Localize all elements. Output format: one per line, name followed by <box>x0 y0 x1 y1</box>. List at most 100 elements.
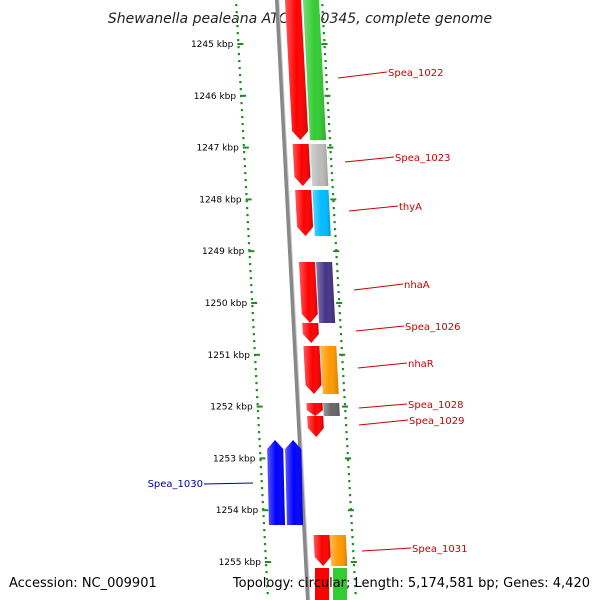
left-tick-ring-dot <box>239 81 242 84</box>
scale-ticks: 1245 kbp 1246 kbp 1247 kbp 1248 kbp 1249 kbp… <box>191 40 357 568</box>
gene-label-nhaa: nhaA <box>404 280 430 291</box>
left-tick-ring-dot <box>241 116 244 119</box>
right-tick-ring-dot <box>324 67 327 70</box>
accession-label: Accession: NC_009901 <box>9 576 157 591</box>
left-tick-ring-dot <box>257 431 261 434</box>
right-tick-ring-dot <box>331 179 334 182</box>
left-tick-ring-dot <box>259 452 262 455</box>
left-tick-ring-dot <box>242 137 245 140</box>
right-tick-ring-dot <box>343 389 346 392</box>
gene-arrow-nhaa-shade <box>298 262 318 323</box>
right-tick-ring-dot <box>327 109 330 112</box>
right-tick-ring-dot <box>354 592 357 595</box>
gene-arrow-nhar-shade <box>303 346 322 394</box>
gene-arrow-spea_1022-shade <box>285 0 308 140</box>
left-tick-ring-dot <box>263 536 266 539</box>
right-tick-ring-dot <box>353 571 356 574</box>
right-tick-ring-dot <box>328 137 331 140</box>
right-tick-ring-dot <box>343 403 347 406</box>
tick-label: 1246 kbp <box>194 92 237 102</box>
gene-label-spea_1023: Spea_1023 <box>395 153 450 164</box>
left-tick-ring-dot <box>262 515 265 518</box>
left-tick-ring-dot <box>237 53 241 56</box>
left-tick-ring-dot <box>265 564 268 567</box>
left-tick-ring-dot <box>235 4 238 7</box>
right-tick-ring-dot <box>346 452 349 455</box>
left-tick-ring-dot <box>238 67 241 70</box>
right-tick-ring-dot <box>333 221 336 224</box>
left-tick-ring-dot <box>263 543 267 546</box>
left-tick-ring-dot <box>265 578 269 581</box>
left-tick-ring-dot <box>255 389 258 392</box>
label-leader-line <box>344 156 395 163</box>
left-tick-ring-dot <box>257 424 260 427</box>
left-tick-ring-dot <box>243 165 246 168</box>
left-tick-ring-dot <box>255 375 258 378</box>
gene-label-spea_1026: Spea_1026 <box>405 322 460 333</box>
right-tick-ring-dot <box>337 291 340 294</box>
left-tick-ring-dot <box>237 39 240 42</box>
gene-label-thya: thyA <box>399 202 422 213</box>
left-tick-ring-dot <box>253 347 256 350</box>
left-tick-ring-dot <box>255 382 258 385</box>
right-tick-ring-dot <box>324 53 327 56</box>
topology-info: Topology: circular; Length: 5,174,581 bp… <box>232 576 590 591</box>
left-tick-ring-dot <box>257 417 260 420</box>
right-tick-ring-dot <box>331 193 335 196</box>
left-tick-ring-dot <box>251 312 254 315</box>
right-tick-ring-dot <box>335 256 338 259</box>
left-tick-ring-dot <box>258 445 261 448</box>
right-tick-ring-dot <box>347 473 351 476</box>
right-tick-ring-dot <box>323 46 326 49</box>
left-tick-ring-dot <box>242 144 245 147</box>
right-tick-ring-dot <box>324 60 327 63</box>
left-tick-ring-dot <box>266 585 269 588</box>
right-tick-ring-dot <box>334 242 337 245</box>
gene-label-spea_1028: Spea_1028 <box>408 400 463 411</box>
right-tick-ring-dot <box>332 207 335 210</box>
right-tick-ring-dot <box>354 585 357 588</box>
right-tick-ring-dot <box>346 445 349 448</box>
right-tick-ring-dot <box>339 333 343 336</box>
cog-bar-shade <box>320 346 339 394</box>
left-tick-ring-dot <box>265 571 268 574</box>
gene-label-spea_1030: Spea_1030 <box>148 479 203 490</box>
right-tick-ring-dot <box>345 424 348 427</box>
right-tick-ring-dot <box>352 557 355 560</box>
right-tick-ring-dot <box>351 543 354 546</box>
right-tick-ring-dot <box>349 501 352 504</box>
label-leader-line <box>203 482 254 485</box>
left-tick-ring-dot <box>247 228 250 231</box>
right-tick-ring-dot <box>350 522 353 525</box>
left-tick-ring-dot <box>256 403 259 406</box>
cog-bar-shade <box>329 535 348 566</box>
right-tick-ring-dot <box>322 25 325 28</box>
label-leader-line <box>337 71 388 79</box>
left-tick-ring-dot <box>235 18 239 21</box>
gene-arrow-spea_1030-shade <box>267 440 285 525</box>
tick-label: 1254 kbp <box>216 506 259 516</box>
right-tick-ring-dot <box>323 39 326 42</box>
cog-bar-shade <box>323 403 340 416</box>
right-tick-ring-dot <box>326 102 329 105</box>
left-tick-ring-dot <box>250 291 253 294</box>
right-tick-ring-dot <box>333 214 336 217</box>
left-tick-ring-dot <box>241 123 244 126</box>
right-tick-ring-dot <box>337 284 340 287</box>
right-tick-ring-dot <box>336 270 339 273</box>
gene-arrow-spea_1026-shade <box>302 323 319 343</box>
tick-label: 1247 kbp <box>196 144 239 154</box>
left-tick-ring-dot <box>261 494 264 497</box>
left-tick-ring-dot <box>237 46 240 49</box>
left-tick-ring-dot <box>244 186 248 189</box>
right-tick-ring-dot <box>329 158 333 161</box>
left-tick-ring-dot <box>260 473 263 476</box>
left-tick-ring-dot <box>262 508 265 511</box>
right-tick-ring-dot <box>331 186 334 189</box>
gene-features <box>267 0 348 600</box>
left-tick-ring-dot <box>245 200 248 203</box>
gene-label-spea_1031: Spea_1031 <box>412 544 467 555</box>
gene-label-spea_1022: Spea_1022 <box>388 68 443 79</box>
right-tick-ring-dot <box>335 249 338 252</box>
